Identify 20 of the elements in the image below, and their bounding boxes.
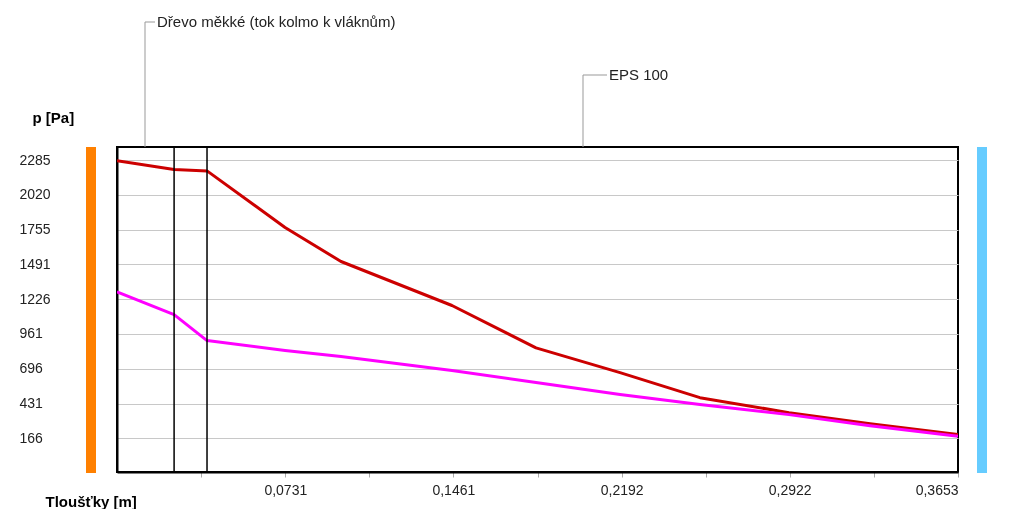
y-tick-label: 961 (19, 325, 44, 342)
y-tick-label: 2285 (19, 151, 51, 168)
x-tick-label: 0,0731 (264, 481, 308, 498)
text: EPS 100 (609, 66, 669, 83)
y-tick-label: 1491 (19, 255, 51, 272)
x-tick-label: 0,3653 (915, 481, 959, 498)
line-series (117, 159, 958, 437)
y-axis-title: p [Pa] (32, 108, 75, 126)
x-tick-label: 0,1461 (432, 481, 476, 498)
text: Dřevo měkké (tok kolmo k vláknům) (157, 13, 396, 30)
x-axis-title: Tloušťky [m] (45, 492, 137, 509)
y-tick-label: 2020 (19, 186, 51, 203)
x-tick-label: 0,2922 (768, 481, 812, 498)
y-tick-label: 431 (19, 395, 44, 412)
y-tick-label: 696 (19, 360, 44, 377)
y-tick-label: 166 (19, 429, 44, 446)
x-tick-label: 0,2192 (600, 481, 644, 498)
y-tick-label: 1755 (19, 221, 51, 238)
line-series (117, 290, 958, 438)
y-tick-label: 1226 (19, 290, 51, 307)
